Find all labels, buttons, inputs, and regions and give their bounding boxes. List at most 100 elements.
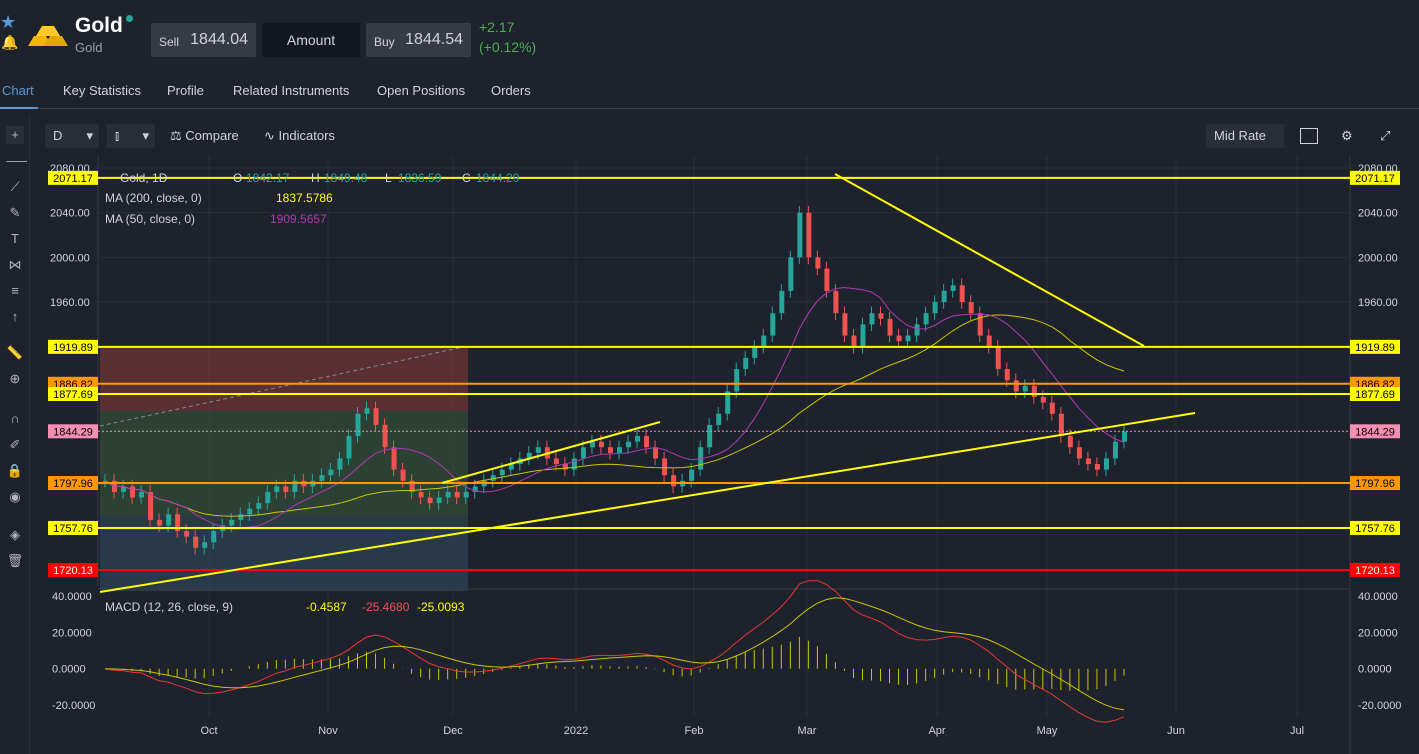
candle-body [472,486,478,492]
candle-body [436,497,442,504]
watchlist-star-icon[interactable]: ★ [0,12,17,32]
compare-button[interactable]: ⚖ Compare [170,124,239,148]
crosshair-icon[interactable]: + [6,126,24,144]
candle-body [905,335,911,342]
fib-icon[interactable]: ≡ [11,283,19,298]
compare-label: Compare [185,128,239,143]
buy-label: Buy [374,35,395,49]
arrow-up-icon[interactable]: ↑ [11,309,19,324]
candle-body [887,318,893,336]
candle-body [427,497,433,504]
candle-body [184,531,190,537]
macd-line [104,580,1125,723]
tab-orders[interactable]: Orders [491,83,531,98]
rate-value: Mid Rate [1214,128,1267,143]
pencil-lock-icon[interactable]: ✐ [9,437,21,452]
lock-icon[interactable]: 🔒 [6,463,24,478]
price-tick-label: 2000.00 [1358,252,1398,264]
eye-icon[interactable]: ◉ [9,489,21,504]
tab-chart[interactable]: Chart [2,83,34,98]
candle-body [202,542,208,548]
alert-bell-icon[interactable]: 🔔 [1,34,19,50]
candle-body [148,491,154,520]
candle-body [770,313,776,336]
macd-tick-label: 40.0000 [1358,591,1398,603]
buy-button[interactable]: Buy 1844.54 [366,23,471,57]
chart-type-select[interactable]: ⫾ ▾ [107,124,155,148]
interval-select[interactable]: D ▾ [45,124,99,148]
price-level-label: 1797.96 [53,478,93,490]
candle-body [166,514,172,526]
pattern-icon[interactable]: ⋈ [8,257,22,272]
price-tick-label: 2040.00 [50,208,90,220]
instrument-tabs: Chart Key Statistics Profile Related Ins… [0,76,1419,109]
candle-body [1103,458,1109,470]
price-tick-label: 1960.00 [1358,297,1398,309]
rate-select[interactable]: Mid Rate ▾ [1206,124,1284,167]
indicators-button[interactable]: ∿ Indicators [264,124,335,148]
candle-body [1067,436,1073,448]
trendline-icon[interactable]: ⟋ [10,179,20,194]
legend-text: 1849.48 [324,171,368,185]
macd-tick-label: -20.0000 [1358,700,1401,712]
candle-body [878,313,884,319]
layers-icon[interactable]: ◈ [10,527,20,542]
candle-body [130,486,136,498]
instrument-subtitle: Gold [75,40,103,55]
tab-profile[interactable]: Profile [167,83,204,98]
instrument-header: ★ 🔔 Gold Gold Sell 1844.04 Amount Buy 18… [0,0,1419,66]
legend-text: MA (50, close, 0) [105,212,195,226]
candle-body [598,441,604,448]
price-level-tag [1350,386,1400,401]
macd-tick-label: -20.0000 [52,700,95,712]
text-tool-icon[interactable]: T [11,231,19,246]
macd-tick-label: 0.0000 [1358,664,1392,676]
candle-body [779,290,785,314]
magnet-icon[interactable]: ∩ [10,411,20,426]
tab-key-statistics[interactable]: Key Statistics [63,83,142,98]
zoom-icon[interactable]: ⊕ [9,371,21,386]
date-tick-label: 2022 [564,725,588,737]
amount-input[interactable]: Amount [262,23,360,57]
candle-body [121,486,127,492]
candle-body [535,447,541,453]
market-open-indicator [126,15,133,22]
candle-body [157,519,163,526]
candle-body [986,335,992,347]
sell-label: Sell [159,35,180,49]
candle-body [103,480,108,483]
candle-body [950,285,956,291]
sell-button[interactable]: Sell 1844.04 [151,23,256,57]
candle-body [526,452,532,459]
snapshot-icon[interactable] [1300,128,1318,144]
brush-icon[interactable]: ✎ [9,205,21,220]
candle-body [589,441,595,448]
price-change: +2.17 [479,19,515,35]
settings-gear-icon[interactable]: ⚙ [1341,128,1353,143]
horizontal-line-icon[interactable]: ⸺ [6,153,28,168]
candle-body [319,475,325,481]
price-level-tag [48,476,98,491]
candle-body [1022,385,1028,392]
candle-body [1004,369,1010,381]
tab-related-instruments[interactable]: Related Instruments [233,83,350,98]
macd-tick-label: 20.0000 [52,627,92,639]
ruler-icon[interactable]: 📏 [6,345,24,360]
candle-body [229,519,235,526]
price-tick-label: 2040.00 [1358,208,1398,220]
candle-body [716,413,722,425]
fullscreen-icon[interactable]: ⤢ [1380,128,1391,143]
price-level-tag [1350,520,1400,535]
candle-body [725,391,731,414]
price-level-tag [48,339,98,354]
macd-tick-label: 0.0000 [52,664,86,676]
legend-text: -0.4587 [306,600,347,614]
price-level-label: 1797.96 [1355,478,1395,490]
indicators-icon: ∿ [264,128,275,143]
tab-open-positions[interactable]: Open Positions [377,83,466,98]
candle-body [139,491,145,498]
legend-text: 1909.5657 [270,212,327,226]
price-level-tag [1350,563,1400,577]
trash-icon[interactable]: 🗑 [6,553,24,568]
